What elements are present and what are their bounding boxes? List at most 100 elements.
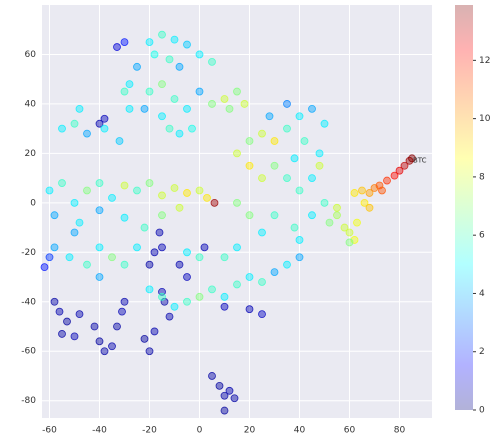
point: [95, 119, 104, 128]
point: [108, 342, 116, 351]
point: [195, 253, 204, 262]
point: [90, 322, 99, 331]
point: [108, 253, 116, 262]
point: [120, 87, 129, 96]
point: [100, 347, 109, 356]
colorbar: [455, 5, 473, 410]
point: [315, 161, 324, 170]
point: [170, 95, 179, 103]
point: [115, 137, 124, 145]
point: [195, 87, 204, 96]
x-tick-label: 40: [294, 426, 306, 436]
colorbar-tick-label: 10: [479, 114, 491, 124]
x-tick-label: -40: [92, 426, 107, 436]
point: [203, 193, 211, 202]
point: [158, 191, 166, 200]
point: [50, 243, 59, 252]
point: [70, 198, 79, 207]
point: [133, 186, 141, 195]
point: [400, 161, 409, 170]
point: [208, 57, 216, 66]
point: [315, 149, 324, 158]
point: [295, 186, 304, 195]
y-tick-label: -40: [21, 297, 36, 307]
point: [140, 104, 149, 113]
point: [50, 211, 59, 220]
point: [220, 253, 229, 262]
point: [308, 104, 316, 113]
point: [270, 161, 279, 170]
point: [145, 38, 154, 46]
grid: [42, 5, 432, 418]
point: [95, 243, 104, 252]
colorbar-tick-label: 12: [479, 56, 490, 66]
y-tick-label: -80: [21, 396, 36, 406]
point: [120, 260, 129, 269]
point: [120, 213, 129, 222]
point: [233, 198, 241, 207]
y-tick-label: -60: [21, 347, 36, 357]
point: [245, 137, 254, 145]
point: [258, 174, 266, 183]
point: [145, 179, 154, 187]
point: [175, 260, 184, 269]
point: [70, 332, 79, 341]
point: [63, 317, 71, 326]
y-tick-label: 0: [30, 198, 36, 208]
colorbar-tick-label: 4: [479, 289, 485, 299]
point: [283, 174, 291, 183]
points: [40, 30, 416, 415]
point: [245, 273, 254, 281]
point: [233, 149, 241, 158]
point: [150, 50, 159, 59]
point: [365, 203, 374, 212]
point: [165, 124, 174, 133]
point: [145, 285, 154, 294]
point: [155, 228, 164, 237]
point: [145, 260, 154, 269]
point: [170, 35, 179, 44]
point: [83, 186, 91, 195]
point: [408, 154, 416, 163]
point: [290, 223, 299, 232]
point: [220, 292, 229, 301]
point: [100, 114, 109, 123]
x-tick-label: 60: [344, 426, 356, 436]
point: [183, 248, 191, 257]
point: [378, 186, 386, 195]
point: [345, 238, 354, 247]
point: [233, 87, 241, 96]
point: [195, 186, 204, 195]
point: [120, 181, 129, 190]
point: [158, 243, 166, 252]
x-tick-label: 20: [244, 426, 256, 436]
point: [208, 100, 216, 108]
point: [133, 62, 141, 71]
point: [183, 40, 191, 49]
point: [70, 228, 79, 237]
point: [95, 273, 104, 281]
point: [258, 278, 266, 286]
point: [225, 386, 234, 395]
point: [195, 50, 204, 59]
point: [295, 253, 304, 262]
point: [360, 198, 369, 207]
point: [345, 228, 354, 237]
x-tick-label: -60: [42, 426, 57, 436]
plot-area: [42, 5, 432, 418]
point: [245, 211, 254, 220]
point: [183, 273, 191, 281]
point: [133, 243, 141, 252]
point: [320, 198, 329, 207]
point: [175, 203, 184, 212]
point: [233, 280, 241, 289]
point: [308, 211, 316, 220]
point: [50, 297, 59, 306]
point: [175, 62, 184, 71]
point: [75, 104, 84, 113]
point: [183, 297, 191, 306]
y-tick-label: 20: [25, 149, 37, 159]
colorbar-tick-label: 0: [479, 406, 485, 416]
point: [125, 104, 134, 113]
